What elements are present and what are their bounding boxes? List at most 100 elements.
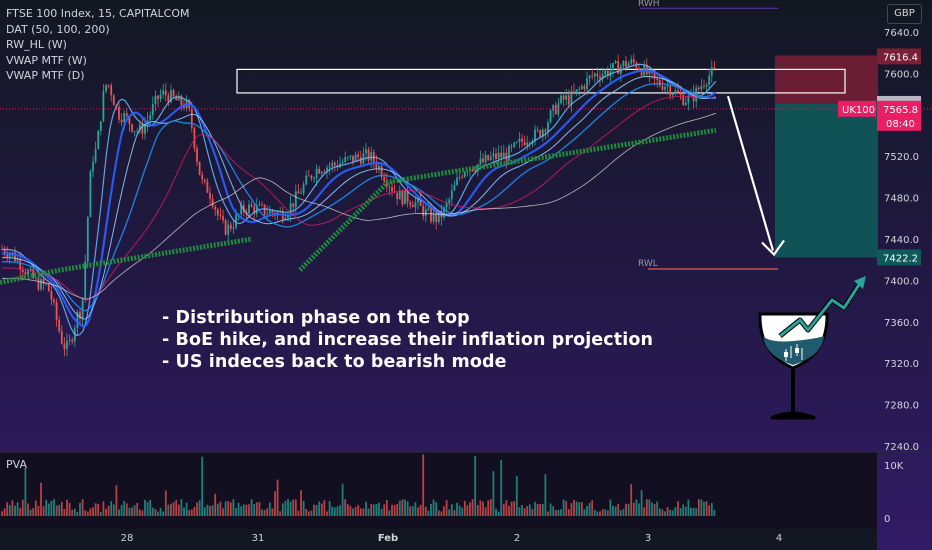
candle-body bbox=[453, 185, 456, 191]
stop-price-tag-bg bbox=[877, 48, 921, 65]
candle-body bbox=[99, 121, 102, 131]
y-tick-label[interactable]: 7600.0 bbox=[884, 69, 919, 80]
volume-bar bbox=[432, 499, 435, 516]
candle-body bbox=[700, 85, 703, 90]
chart-title[interactable]: FTSE 100 Index, 15, CAPITALCOM bbox=[6, 7, 190, 20]
volume-bar bbox=[700, 499, 703, 516]
candle-body bbox=[313, 178, 315, 179]
x-tick-label[interactable]: 2 bbox=[514, 533, 520, 544]
y-tick-label[interactable]: 7520.0 bbox=[884, 152, 919, 163]
volume-bar bbox=[349, 505, 352, 516]
volume-bar bbox=[245, 504, 248, 516]
y-tick-label[interactable]: 7240.0 bbox=[884, 442, 919, 453]
target-price-tag[interactable]: 7422.2 bbox=[883, 253, 918, 264]
candle-body bbox=[458, 176, 461, 178]
indicator-dat[interactable]: DAT (50, 100, 200) bbox=[6, 22, 110, 36]
volume-bar bbox=[281, 503, 284, 516]
volume-tick-10k[interactable]: 10K bbox=[884, 461, 904, 472]
volume-bar bbox=[14, 505, 16, 516]
y-tick-label[interactable]: 7400.0 bbox=[884, 276, 919, 287]
y-tick-label[interactable]: 7640.0 bbox=[884, 28, 919, 39]
volume-tick-0[interactable]: 0 bbox=[884, 514, 890, 525]
indicator-rw-hl[interactable]: RW_HL (W) bbox=[6, 38, 67, 51]
time-axis[interactable] bbox=[0, 529, 877, 550]
y-tick-label[interactable]: 7440.0 bbox=[884, 235, 919, 246]
volume-bar bbox=[266, 508, 269, 516]
volume-pane-label[interactable]: PVA bbox=[6, 458, 27, 471]
candle-body bbox=[333, 162, 336, 166]
volume-bar bbox=[575, 501, 578, 516]
y-tick-label[interactable]: 7360.0 bbox=[884, 318, 919, 329]
indicator-vwap-weekly[interactable]: VWAP MTF (W) bbox=[6, 53, 87, 67]
volume-bar bbox=[484, 507, 487, 516]
candle-body bbox=[500, 152, 503, 158]
y-tick-label[interactable]: 7320.0 bbox=[884, 359, 919, 370]
candle-body bbox=[505, 152, 508, 161]
note-line-2: - BoE hike, and increase their inflation… bbox=[162, 330, 653, 350]
candle-body bbox=[370, 152, 373, 161]
volume-bar bbox=[11, 500, 14, 516]
volume-bar bbox=[289, 501, 292, 516]
volume-bar bbox=[479, 500, 482, 516]
volume-bar bbox=[29, 509, 32, 516]
candle-body bbox=[159, 94, 162, 100]
volume-bar bbox=[437, 510, 440, 516]
volume-bar bbox=[216, 503, 219, 516]
candle-body bbox=[705, 84, 708, 87]
volume-bar bbox=[656, 501, 659, 516]
volume-bar bbox=[229, 502, 232, 516]
candle-body bbox=[435, 213, 438, 222]
x-tick-label[interactable]: Feb bbox=[378, 533, 398, 544]
note-line-1: - Distribution phase on the top bbox=[162, 308, 470, 328]
x-tick-label[interactable]: 28 bbox=[121, 533, 134, 544]
volume-bar bbox=[159, 507, 162, 516]
volume-bar bbox=[112, 504, 115, 516]
bar-countdown[interactable]: 08:40 bbox=[886, 119, 915, 130]
volume-bar bbox=[614, 506, 617, 516]
candle-body bbox=[76, 311, 79, 329]
moving-average-white bbox=[1, 112, 717, 300]
candle-body bbox=[349, 155, 352, 157]
volume-bar bbox=[81, 499, 84, 516]
volume-bar bbox=[466, 505, 469, 516]
candle-body bbox=[450, 190, 453, 200]
x-tick-label[interactable]: 31 bbox=[252, 533, 265, 544]
candle-body bbox=[198, 161, 201, 175]
candle-body bbox=[713, 67, 716, 70]
volume-bar bbox=[531, 509, 534, 516]
volume-bar bbox=[201, 456, 204, 516]
stop-price-tag[interactable]: 7616.4 bbox=[883, 52, 918, 63]
y-tick-label[interactable]: 7480.0 bbox=[884, 194, 919, 205]
candle-body bbox=[94, 149, 97, 162]
volume-bar bbox=[677, 501, 679, 516]
symbol-tag[interactable]: UK100 bbox=[842, 105, 875, 116]
current-price-tag[interactable]: 7565.8 bbox=[883, 105, 918, 116]
volume-bar bbox=[661, 509, 664, 516]
volume-bar bbox=[84, 510, 87, 516]
candle-body bbox=[682, 94, 685, 106]
candle-body bbox=[60, 331, 63, 344]
candle-body bbox=[193, 127, 196, 149]
volume-bar bbox=[375, 503, 378, 516]
candle-body bbox=[687, 95, 690, 103]
volume-bar bbox=[248, 504, 250, 516]
x-tick-label[interactable]: 3 bbox=[645, 533, 651, 544]
volume-bar bbox=[406, 501, 409, 516]
x-tick-label[interactable]: 4 bbox=[776, 533, 782, 544]
currency-button[interactable]: GBP bbox=[887, 4, 922, 24]
indicator-vwap-daily[interactable]: VWAP MTF (D) bbox=[6, 69, 85, 82]
volume-bar bbox=[328, 500, 331, 516]
candle-body bbox=[484, 155, 487, 163]
candle-body bbox=[235, 214, 237, 228]
candle-body bbox=[284, 218, 287, 220]
volume-bar bbox=[89, 508, 92, 516]
candle-body bbox=[612, 63, 614, 71]
y-tick-label[interactable]: 7280.0 bbox=[884, 401, 919, 412]
volume-bar bbox=[66, 499, 68, 516]
candle-body bbox=[307, 175, 310, 177]
candle-body bbox=[596, 73, 599, 77]
price-axis[interactable] bbox=[877, 0, 932, 550]
volume-bar bbox=[141, 510, 144, 516]
volume-bar bbox=[492, 471, 495, 516]
